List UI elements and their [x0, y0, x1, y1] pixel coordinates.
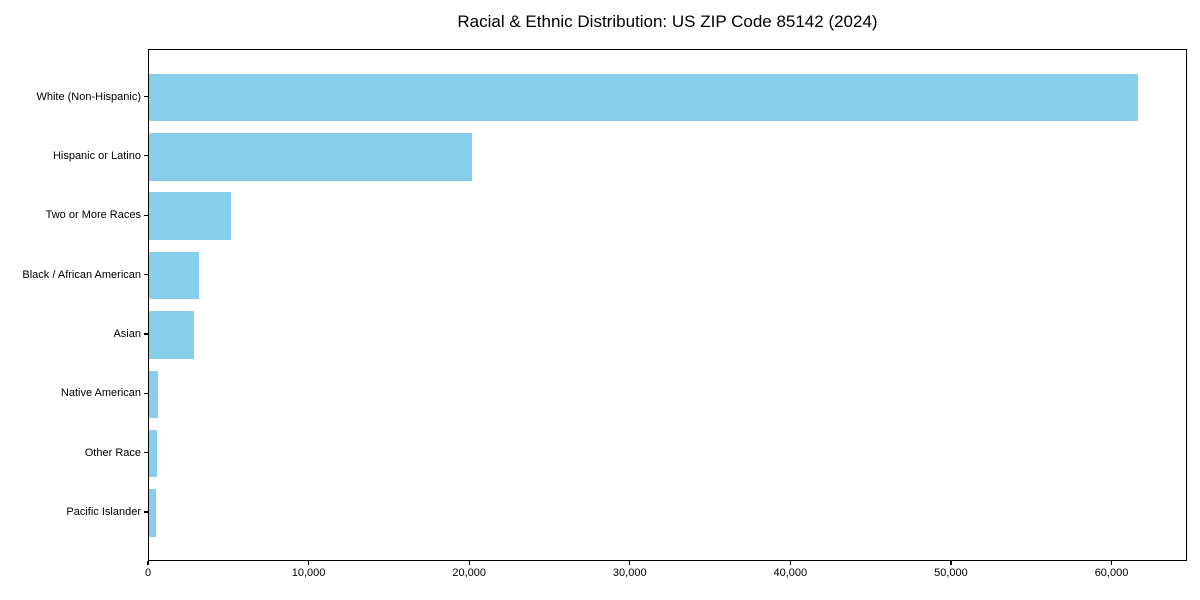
x-tick-mark [468, 561, 470, 565]
y-tick-mark [144, 392, 148, 394]
y-tick-mark [144, 511, 148, 513]
bar-black-african-american [149, 251, 199, 300]
bar-native-american [149, 370, 158, 418]
bar-other-race [149, 429, 158, 478]
bar-hispanic-or-latino [149, 133, 472, 181]
bar-white-non-hispanic [149, 73, 1139, 122]
y-tick-mark [144, 155, 148, 157]
y-axis-label-two-or-more-races: Two or More Races [45, 209, 141, 222]
plot-area [148, 49, 1187, 561]
y-tick-mark [144, 333, 148, 335]
x-axis-label-50000: 50,000 [934, 567, 968, 579]
x-tick-mark [147, 561, 149, 565]
bar-two-or-more-races [149, 192, 231, 240]
x-axis-label-30000: 30,000 [612, 567, 647, 579]
x-tick-mark [307, 561, 310, 565]
y-axis-label-white-non-hispanic: White (Non-Hispanic) [36, 90, 141, 103]
y-tick-mark [144, 273, 148, 276]
x-tick-mark [789, 561, 791, 565]
y-axis-label-hispanic-or-latino: Hispanic or Latino [52, 149, 141, 162]
x-axis-label-60000: 60,000 [1094, 567, 1129, 579]
y-tick-mark [144, 95, 148, 98]
y-axis-label-native-american: Native American [60, 387, 141, 400]
y-axis-label-asian: Asian [113, 327, 141, 340]
y-axis-label-other-race: Other Race [84, 446, 141, 459]
y-axis-label-black-african-american: Black / African American [22, 268, 141, 281]
x-tick-mark [950, 561, 952, 565]
x-tick-mark [629, 561, 631, 565]
x-axis-label-10000: 10,000 [291, 567, 326, 579]
x-axis-label-40000: 40,000 [773, 567, 808, 579]
bar-asian [149, 311, 194, 359]
chart-title: Racial & Ethnic Distribution: US ZIP Cod… [457, 12, 878, 31]
y-axis-label-pacific-islander: Pacific Islander [66, 505, 141, 518]
x-axis-label-20000: 20,000 [452, 567, 486, 579]
x-tick-mark [1110, 561, 1113, 565]
bar-pacific-islander [149, 489, 157, 537]
y-tick-mark [144, 451, 148, 454]
y-tick-mark [144, 214, 148, 216]
x-axis-label-0: 0 [144, 567, 152, 579]
